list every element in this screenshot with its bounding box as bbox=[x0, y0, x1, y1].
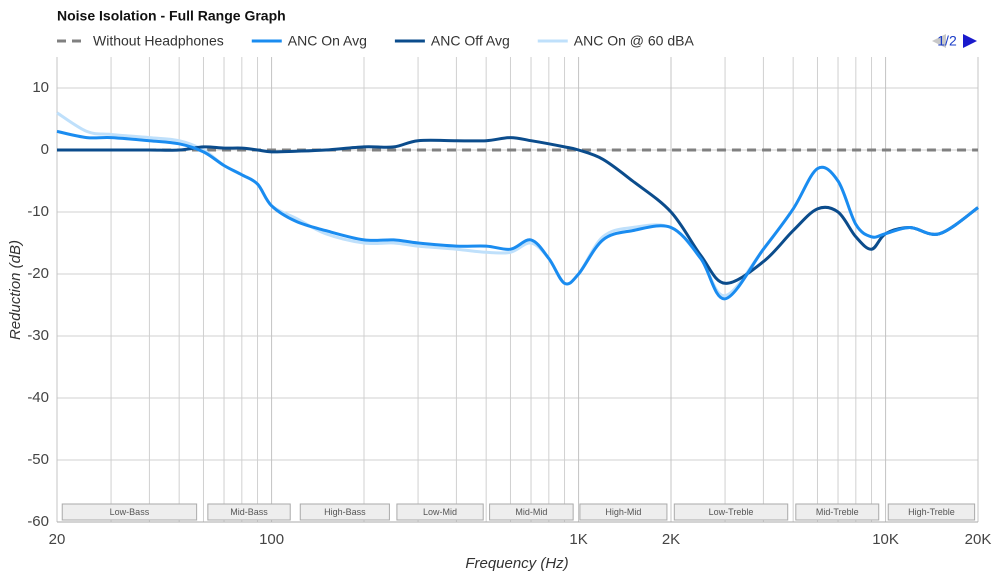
y-tick-label: 10 bbox=[32, 79, 49, 96]
y-tick-label: -40 bbox=[27, 389, 49, 406]
series-line bbox=[56, 136, 979, 285]
pager-label: 1/2 bbox=[937, 33, 957, 49]
band-label: Mid-Bass bbox=[230, 507, 268, 517]
band-box bbox=[207, 503, 291, 521]
y-tick-label: -60 bbox=[27, 513, 49, 530]
x-tick-label: 2K bbox=[662, 531, 680, 548]
x-tick-label: 100 bbox=[259, 531, 284, 548]
band-box bbox=[887, 503, 976, 521]
band-box bbox=[795, 503, 880, 521]
series-line bbox=[56, 111, 979, 298]
band-label: Mid-Mid bbox=[515, 507, 547, 517]
band-label: Low-Mid bbox=[423, 507, 457, 517]
y-tick-label: -30 bbox=[27, 327, 49, 344]
band-label: High-Bass bbox=[324, 507, 366, 517]
x-axis-label: Frequency (Hz) bbox=[465, 555, 568, 572]
x-tick-label: 1K bbox=[569, 531, 587, 548]
x-tick-label: 20K bbox=[965, 531, 992, 548]
band-box bbox=[396, 503, 484, 521]
legend-label: ANC On @ 60 dBA bbox=[574, 33, 695, 49]
band-label: Mid-Treble bbox=[816, 507, 859, 517]
band-box bbox=[673, 503, 789, 521]
legend-label: ANC On Avg bbox=[288, 33, 367, 49]
legend-label: Without Headphones bbox=[93, 33, 224, 49]
y-tick-label: -50 bbox=[27, 451, 49, 468]
y-tick-label: -20 bbox=[27, 265, 49, 282]
band-label: High-Mid bbox=[605, 507, 641, 517]
chart-title: Noise Isolation - Full Range Graph bbox=[57, 8, 286, 24]
band-label: High-Treble bbox=[908, 507, 955, 517]
band-label: Low-Bass bbox=[110, 507, 150, 517]
x-tick-label: 10K bbox=[872, 531, 899, 548]
y-axis-label: Reduction (dB) bbox=[7, 240, 24, 340]
pager-prev[interactable] bbox=[932, 34, 946, 48]
band-box bbox=[579, 503, 668, 521]
band-box bbox=[299, 503, 390, 521]
y-tick-label: 0 bbox=[41, 141, 49, 158]
pager-next[interactable] bbox=[963, 34, 977, 48]
band-box bbox=[61, 503, 198, 521]
band-box bbox=[489, 503, 574, 521]
band-label: Low-Treble bbox=[709, 507, 754, 517]
y-tick-label: -10 bbox=[27, 203, 49, 220]
legend-label: ANC Off Avg bbox=[431, 33, 510, 49]
x-tick-label: 20 bbox=[49, 531, 66, 548]
series-line bbox=[56, 129, 979, 301]
